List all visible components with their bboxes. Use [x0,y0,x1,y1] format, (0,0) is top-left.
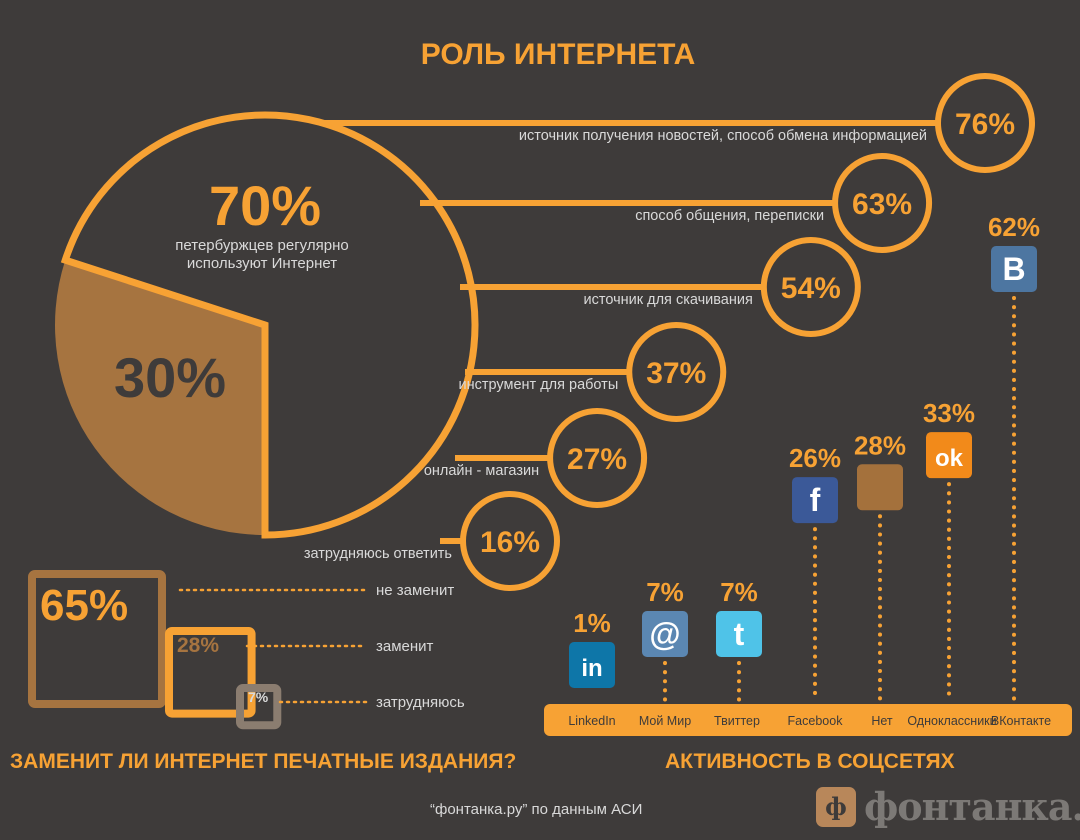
mail-ru-icon-glyph: @ [649,616,680,652]
social-category-label: Нет [871,714,893,728]
pie-caption-line-2: используют Интернет [187,255,337,272]
role-category-label: инструмент для работы [459,377,619,393]
facebook-icon [792,477,838,524]
role-value-label: 16% [480,526,540,559]
pie-value-70: 70% [209,174,321,237]
role-value-label: 37% [646,357,706,390]
social-value-label: 7% [646,577,684,607]
twitter-icon-glyph: t [734,616,745,652]
role-value-label: 54% [781,272,841,305]
role-value-circle [760,237,861,337]
press-category-label: не заменит [376,582,454,599]
vkontakte-icon [991,246,1037,292]
vkontakte-icon-glyph: B [1002,251,1025,287]
social-category-label: Одноклассники [907,714,996,728]
fontanka-logo-icon: ф [816,786,856,827]
role-value-circle [547,408,648,508]
social-value-label: 28% [854,430,906,460]
press-value-label: 65% [40,581,128,630]
fontanka-logo-text: фонтанка.ру [864,784,1080,829]
social-value-label: 7% [720,577,758,607]
press-category-label: заменит [376,638,434,655]
odnoklassniki-icon [926,432,972,479]
press-question-title: ЗАМЕНИТ ЛИ ИНТЕРНЕТ ПЕЧАТНЫЕ ИЗДАНИЯ? [10,750,517,773]
press-box [28,570,166,708]
social-value-label: 62% [988,212,1040,242]
press-value-label: 7% [248,689,269,705]
linkedin-icon [569,642,615,688]
fontanka-logo: ф фонтанка.ру [816,784,1080,829]
role-value-circle [626,322,727,422]
social-value-label: 1% [573,608,611,638]
social-category-label: Твиттер [714,714,760,728]
twitter-icon [716,611,762,657]
role-category-label: источник для скачивания [584,292,753,308]
none-square-icon [857,464,903,511]
role-value-label: 76% [955,108,1015,141]
role-value-label: 63% [852,188,912,221]
press-box [236,684,282,730]
social-activity-title: АКТИВНОСТЬ В СОЦСЕТЯХ [665,750,955,773]
social-category-label: LinkedIn [568,714,615,728]
odnoklassniki-icon-glyph: ok [935,445,964,472]
press-value-label: 28% [177,634,219,657]
mail-ru-icon [642,611,688,657]
role-category-label: онлайн - магазин [424,463,539,479]
facebook-icon-glyph: f [810,482,821,518]
social-category-label: Facebook [788,714,844,728]
pie-value-30: 30% [114,346,226,409]
pie-slice-30 [54,260,265,535]
linkedin-icon-glyph: in [581,655,602,682]
page-title: РОЛЬ ИНТЕРНЕТА [420,38,696,71]
role-value-label: 27% [567,443,627,476]
press-category-label: затрудняюсь [376,694,465,711]
press-box [165,627,256,718]
social-value-label: 33% [923,398,975,428]
social-category-label: Мой Мир [639,714,691,728]
role-category-label: источник получения новостей, способ обме… [519,128,927,144]
source-note: “фонтанка.ру” по данным АСИ [430,801,643,818]
social-baseline-bar [544,704,1072,736]
role-value-circle [935,73,1035,173]
social-value-label: 26% [789,443,841,473]
role-category-label: способ общения, переписки [635,208,824,224]
role-category-label: затрудняюсь ответить [304,546,452,562]
role-value-circle [832,153,933,253]
role-value-circle [460,491,560,591]
social-category-label: ВКонтакте [991,714,1051,728]
pie-caption-line-1: петербуржцев регулярно [175,237,348,254]
